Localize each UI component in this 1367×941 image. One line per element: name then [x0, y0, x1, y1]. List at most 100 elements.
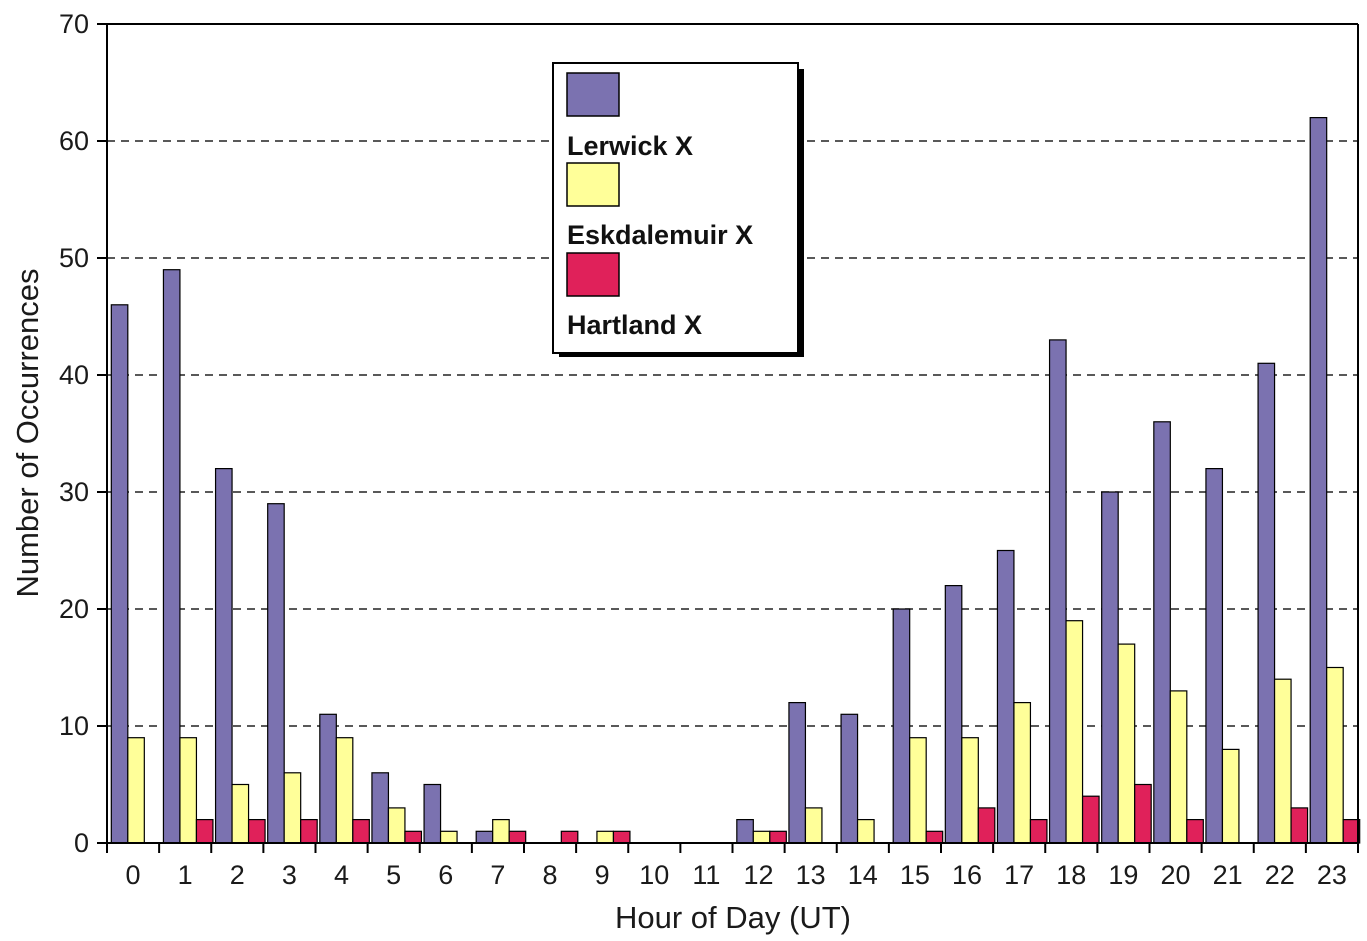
bar [1290, 807, 1309, 844]
legend-label-lerwick: Lerwick X [567, 131, 693, 161]
bar [179, 737, 198, 844]
bar [1048, 339, 1067, 844]
x-tick-label: 13 [796, 860, 826, 890]
bar [1326, 666, 1344, 844]
bar [371, 772, 390, 844]
bar [804, 807, 823, 844]
bar [492, 818, 510, 844]
bar [769, 830, 787, 844]
bar [195, 818, 214, 844]
x-tick-label: 10 [639, 860, 669, 890]
bar [1029, 818, 1048, 844]
y-tick-label: 0 [74, 828, 89, 858]
x-tick-label: 0 [126, 860, 141, 890]
x-tick-label: 20 [1161, 860, 1191, 890]
bar [231, 783, 250, 844]
y-tick-label: 60 [59, 126, 89, 156]
bar [1257, 362, 1276, 844]
bar [1169, 690, 1188, 844]
bar [560, 830, 579, 844]
bar [892, 608, 911, 844]
x-tick-label: 1 [178, 860, 193, 890]
x-tick-label: 8 [543, 860, 558, 890]
gridlines [107, 140, 1358, 727]
x-tick-label: 11 [692, 860, 720, 890]
bar [840, 713, 859, 844]
y-tick-label: 20 [59, 594, 89, 624]
bar [1117, 643, 1136, 844]
x-tick-label: 2 [230, 860, 245, 890]
legend-swatch-hartland [566, 252, 620, 297]
y-tick-label: 40 [59, 360, 89, 390]
y-axis-title: Number of Occurrences [10, 268, 45, 597]
legend-swatch-lerwick [566, 72, 620, 117]
legend-label-eskdalemuir: Eskdalemuir X [567, 220, 753, 250]
bar [1153, 421, 1171, 844]
bar [404, 830, 423, 844]
bar [1013, 701, 1032, 844]
x-tick-label: 19 [1108, 860, 1138, 890]
bar [508, 830, 527, 844]
bar [387, 807, 406, 844]
bar [1273, 678, 1292, 844]
bar [736, 818, 754, 844]
bar [1186, 818, 1204, 844]
x-tick-label: 9 [595, 860, 610, 890]
bar [977, 807, 996, 844]
bar [1081, 795, 1100, 844]
legend-label-hartland: Hartland X [567, 310, 702, 340]
y-tick-label: 70 [59, 9, 89, 39]
bar [1205, 468, 1224, 844]
bar [1065, 620, 1084, 844]
y-tick-label: 10 [59, 711, 89, 741]
bar [856, 818, 875, 844]
bar [110, 304, 129, 844]
y-tick-label: 30 [59, 477, 89, 507]
bar [961, 737, 979, 844]
bar [1221, 748, 1240, 844]
bar [335, 737, 354, 844]
bar [788, 701, 807, 844]
bar [439, 830, 458, 844]
bar [1309, 116, 1328, 844]
bar [1101, 491, 1119, 844]
x-tick-label: 14 [848, 860, 878, 890]
x-tick-label: 5 [386, 860, 401, 890]
x-axis-title: Hour of Day (UT) [615, 900, 851, 935]
x-tick-label: 6 [438, 860, 453, 890]
x-tick-label: 3 [282, 860, 297, 890]
bar [944, 584, 963, 844]
x-tick-label: 7 [490, 860, 505, 890]
bar [596, 830, 615, 844]
bar [996, 549, 1015, 844]
bar [247, 818, 266, 844]
y-tick-label: 50 [59, 243, 89, 273]
bar [909, 737, 927, 844]
x-tick-label: 22 [1265, 860, 1295, 890]
x-tick-label: 21 [1213, 860, 1243, 890]
bars [110, 116, 1361, 844]
x-tick-label: 16 [952, 860, 982, 890]
bar [475, 830, 494, 844]
bar [127, 737, 145, 844]
bar [423, 783, 442, 844]
bar [162, 269, 181, 844]
bar [283, 772, 302, 844]
x-tick-label: 15 [900, 860, 930, 890]
x-tick-label: 18 [1056, 860, 1086, 890]
legend-swatch-eskdalemuir [566, 162, 620, 207]
bar [214, 468, 233, 844]
bar [925, 830, 944, 844]
bar [300, 818, 318, 844]
x-tick-label: 12 [744, 860, 774, 890]
bar [1134, 783, 1152, 844]
bar [267, 503, 285, 844]
bar [352, 818, 370, 844]
x-tick-label: 23 [1317, 860, 1347, 890]
bar [752, 830, 771, 844]
bar [612, 830, 631, 844]
bar [319, 713, 337, 844]
x-tick-label: 17 [1004, 860, 1034, 890]
